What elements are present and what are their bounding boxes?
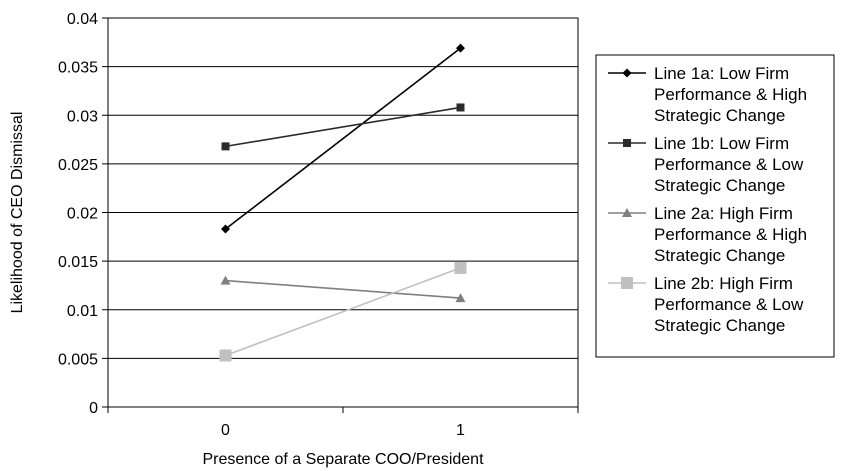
legend-label: Performance & Low — [654, 155, 804, 174]
legend-box — [595, 54, 835, 358]
data-point-marker — [220, 275, 231, 285]
data-point-marker — [454, 261, 467, 274]
legend-label: Performance & High — [654, 85, 807, 104]
data-point-marker — [221, 142, 230, 151]
legend-item: Line 1b: Low Firm Performance & Low Strate… — [608, 134, 804, 195]
y-tick-label: 0.01 — [67, 303, 98, 320]
legend-label: Line 2b: High Firm — [654, 274, 793, 293]
legend-item: Line 2b: High Firm Performance & Low Strat… — [608, 274, 804, 335]
data-point-marker — [219, 349, 232, 362]
x-tick-label: 0 — [221, 422, 230, 439]
series-1 — [221, 43, 465, 234]
y-tick-label: 0.015 — [58, 254, 98, 271]
y-tick-label: 0.03 — [67, 108, 98, 125]
legend-label: Strategic Change — [654, 176, 785, 195]
y-tick-label: 0.005 — [58, 351, 98, 368]
series-3 — [220, 275, 466, 303]
data-point-marker — [221, 224, 230, 234]
legend-swatch-marker — [622, 208, 632, 217]
x-tick-label: 1 — [456, 422, 465, 439]
gridlines — [108, 17, 578, 359]
legend: Line 1a: Low Firm Performance & High Strat… — [595, 54, 835, 358]
data-point-marker — [456, 43, 465, 53]
y-tick-label: 0.025 — [58, 157, 98, 174]
data-point-marker — [455, 293, 466, 303]
series-line — [225, 279, 461, 299]
legend-label: Performance & Low — [654, 295, 804, 314]
legend-label: Performance & High — [654, 225, 807, 244]
legend-swatch-marker — [621, 277, 633, 289]
legend-label: Line 1a: Low Firm — [654, 64, 789, 83]
y-axis-title: Likelihood of CEO Dismissal — [9, 112, 26, 314]
legend-item: Line 2a: High Firm Performance & High Stra… — [608, 204, 807, 265]
y-tick-label: 0 — [89, 400, 98, 417]
y-tick-label: 0.04 — [67, 11, 98, 28]
legend-label: Strategic Change — [654, 106, 785, 125]
legend-swatch-marker — [623, 139, 631, 147]
data-point-marker — [456, 103, 465, 112]
y-tick-label: 0.035 — [58, 60, 98, 77]
legend-item: Line 1a: Low Firm Performance & High Strat… — [608, 64, 807, 125]
legend-label: Strategic Change — [654, 316, 785, 335]
series-line — [225, 106, 461, 148]
y-tick-label: 0.02 — [67, 206, 98, 223]
series-line — [225, 47, 461, 230]
series-line — [225, 267, 461, 357]
series-4 — [219, 261, 467, 362]
legend-label: Line 1b: Low Firm — [654, 134, 789, 153]
x-axis-title: Presence of a Separate COO/President — [202, 451, 484, 468]
series-2 — [221, 103, 465, 151]
legend-label: Line 2a: High Firm — [654, 204, 793, 223]
series-lines — [219, 43, 467, 362]
legend-swatch-marker — [622, 68, 632, 78]
axes: 0 0.005 0.01 0.015 0.02 0.025 0.03 0.035 0.04 0 1 — [58, 11, 579, 439]
legend-label: Strategic Change — [654, 246, 785, 265]
